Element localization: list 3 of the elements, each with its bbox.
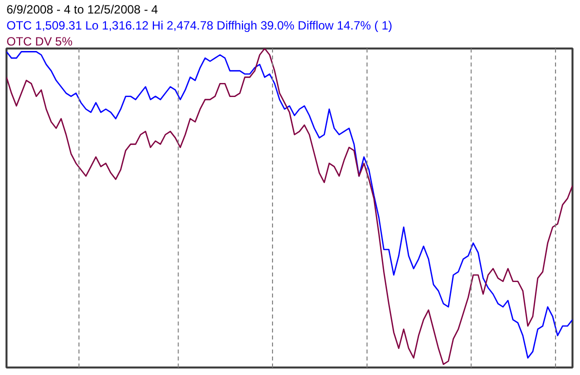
series-label: OTC 1,509.31 Lo 1,316.12 Hi 2,474.78 Diffhigh 39.0% Difflow 14.7% ( 1) [6, 18, 392, 32]
text: OTC DV 5% [6, 34, 73, 48]
chart-title: 6/9/2008 - 4 to 12/5/2008 - 4 [6, 2, 158, 16]
